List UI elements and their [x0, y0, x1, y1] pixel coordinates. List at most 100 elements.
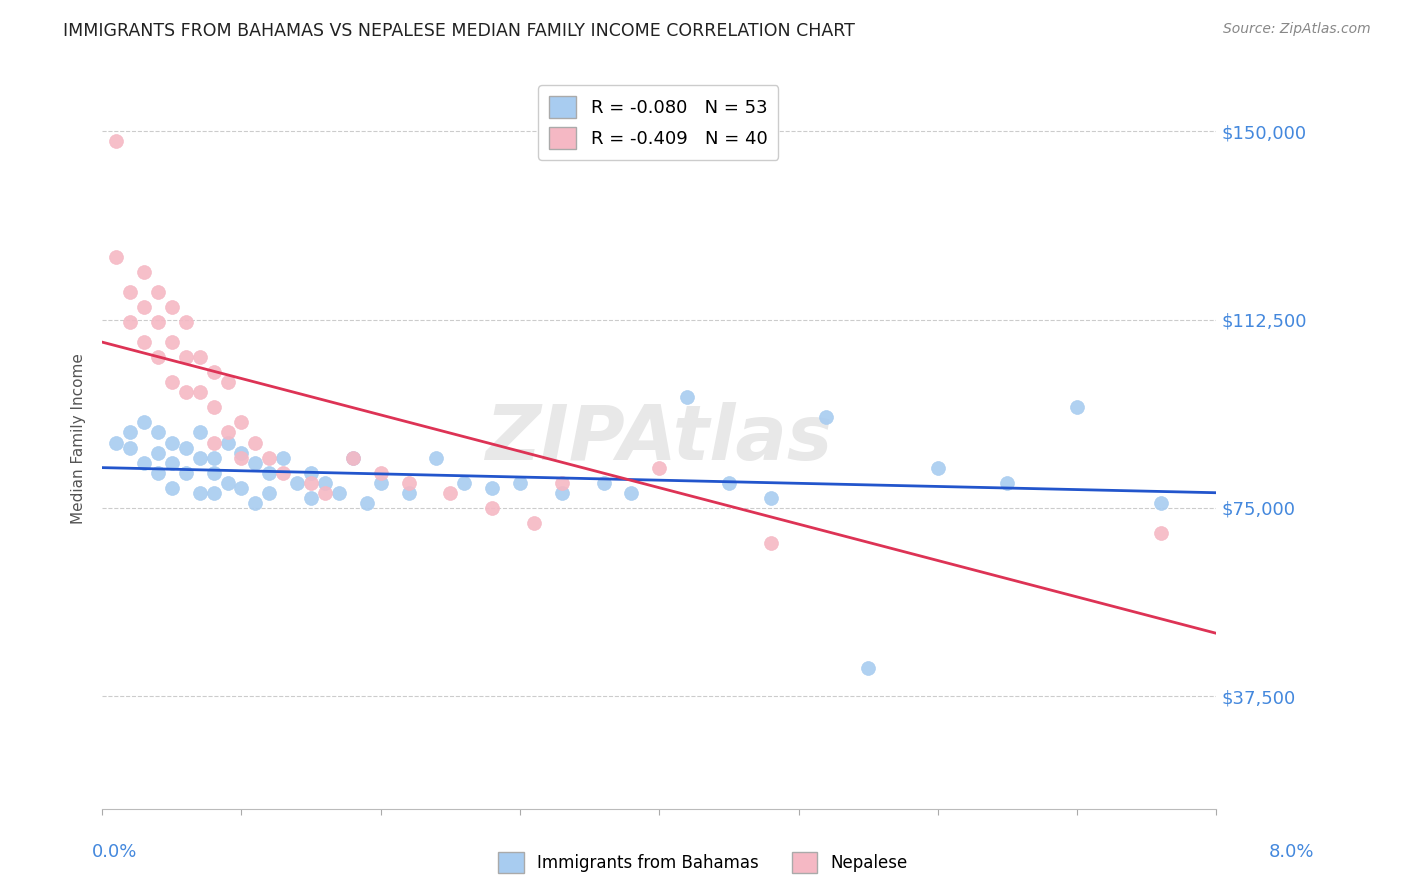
- Point: [285, 475, 308, 490]
- Text: Source: ZipAtlas.com: Source: ZipAtlas.com: [1223, 22, 1371, 37]
- Point: [299, 491, 322, 505]
- Point: [398, 485, 420, 500]
- Point: [188, 350, 211, 364]
- Point: [231, 416, 253, 430]
- Point: [202, 365, 225, 379]
- Point: [648, 460, 671, 475]
- Point: [105, 250, 128, 264]
- Point: [676, 390, 699, 404]
- Point: [314, 475, 336, 490]
- Point: [551, 485, 574, 500]
- Point: [271, 466, 294, 480]
- Point: [188, 450, 211, 465]
- Point: [146, 466, 169, 480]
- Point: [120, 315, 142, 329]
- Point: [523, 516, 546, 530]
- Point: [217, 475, 239, 490]
- Point: [856, 661, 879, 675]
- Point: [160, 376, 183, 390]
- Point: [160, 435, 183, 450]
- Text: 8.0%: 8.0%: [1270, 843, 1315, 861]
- Point: [132, 335, 155, 350]
- Point: [231, 445, 253, 459]
- Point: [160, 481, 183, 495]
- Point: [231, 481, 253, 495]
- Point: [146, 425, 169, 440]
- Point: [132, 300, 155, 314]
- Point: [927, 460, 949, 475]
- Point: [259, 450, 281, 465]
- Point: [551, 475, 574, 490]
- Point: [1149, 496, 1171, 510]
- Point: [132, 456, 155, 470]
- Point: [202, 401, 225, 415]
- Point: [759, 491, 782, 505]
- Point: [231, 450, 253, 465]
- Point: [120, 441, 142, 455]
- Point: [174, 466, 197, 480]
- Legend: Immigrants from Bahamas, Nepalese: Immigrants from Bahamas, Nepalese: [492, 846, 914, 880]
- Point: [202, 435, 225, 450]
- Point: [160, 456, 183, 470]
- Point: [120, 425, 142, 440]
- Point: [146, 285, 169, 299]
- Point: [356, 496, 378, 510]
- Point: [453, 475, 475, 490]
- Point: [398, 475, 420, 490]
- Point: [146, 445, 169, 459]
- Point: [620, 485, 643, 500]
- Point: [259, 485, 281, 500]
- Point: [245, 435, 267, 450]
- Point: [342, 450, 364, 465]
- Point: [481, 500, 503, 515]
- Point: [132, 416, 155, 430]
- Point: [105, 435, 128, 450]
- Point: [188, 385, 211, 400]
- Point: [174, 315, 197, 329]
- Point: [132, 265, 155, 279]
- Point: [759, 536, 782, 550]
- Point: [717, 475, 740, 490]
- Y-axis label: Median Family Income: Median Family Income: [72, 353, 86, 524]
- Point: [328, 485, 350, 500]
- Point: [245, 496, 267, 510]
- Point: [995, 475, 1018, 490]
- Point: [202, 450, 225, 465]
- Point: [370, 466, 392, 480]
- Point: [299, 475, 322, 490]
- Point: [245, 456, 267, 470]
- Point: [1066, 401, 1088, 415]
- Point: [146, 315, 169, 329]
- Point: [217, 425, 239, 440]
- Point: [342, 450, 364, 465]
- Point: [314, 485, 336, 500]
- Point: [425, 450, 447, 465]
- Point: [202, 485, 225, 500]
- Point: [439, 485, 461, 500]
- Point: [481, 481, 503, 495]
- Point: [271, 450, 294, 465]
- Point: [815, 410, 838, 425]
- Point: [217, 376, 239, 390]
- Text: ZIPAtlas: ZIPAtlas: [485, 401, 832, 475]
- Text: IMMIGRANTS FROM BAHAMAS VS NEPALESE MEDIAN FAMILY INCOME CORRELATION CHART: IMMIGRANTS FROM BAHAMAS VS NEPALESE MEDI…: [63, 22, 855, 40]
- Point: [174, 385, 197, 400]
- Point: [160, 335, 183, 350]
- Point: [217, 435, 239, 450]
- Point: [202, 466, 225, 480]
- Point: [120, 285, 142, 299]
- Point: [509, 475, 531, 490]
- Point: [174, 350, 197, 364]
- Point: [188, 425, 211, 440]
- Point: [188, 485, 211, 500]
- Point: [370, 475, 392, 490]
- Point: [1149, 525, 1171, 540]
- Point: [146, 350, 169, 364]
- Point: [299, 466, 322, 480]
- Point: [259, 466, 281, 480]
- Text: 0.0%: 0.0%: [91, 843, 136, 861]
- Point: [105, 134, 128, 148]
- Legend: R = -0.080   N = 53, R = -0.409   N = 40: R = -0.080 N = 53, R = -0.409 N = 40: [538, 85, 779, 160]
- Point: [160, 300, 183, 314]
- Point: [174, 441, 197, 455]
